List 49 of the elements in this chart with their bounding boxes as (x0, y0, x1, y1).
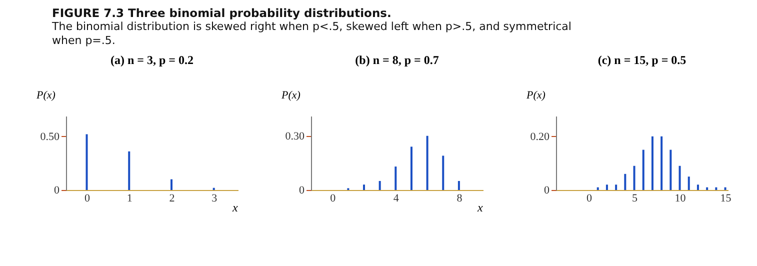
x-tick-label: 3 (212, 192, 218, 204)
bar (442, 156, 444, 190)
x-tick-label: 8 (456, 192, 463, 204)
bar (651, 136, 654, 190)
bar (410, 146, 412, 190)
y-tick-label: 0.20 (530, 130, 550, 143)
y-axis-title: P(x) (280, 90, 301, 102)
x-axis-title: x (232, 200, 238, 214)
bar (128, 151, 130, 190)
bar (678, 166, 681, 190)
text: (b) n = 8, p = 0.7 (355, 53, 439, 67)
bar (633, 166, 636, 190)
text: The binomial distribution is skewed right when p<.5, skewed left when p>.5, and symmetrical when p=.5. (52, 20, 572, 48)
bar (724, 187, 726, 190)
bar (363, 184, 366, 190)
bar (615, 184, 618, 190)
x-tick-label: 0 (330, 192, 336, 204)
bar (606, 184, 608, 190)
bar (706, 187, 708, 190)
text: (a) n = 3, p = 0.2 (110, 53, 194, 67)
x-tick-label: 0 (84, 192, 91, 204)
bar (660, 136, 663, 190)
bar (642, 150, 644, 190)
text: (c) n = 15, p = 0.5 (598, 53, 686, 67)
bar (394, 166, 397, 190)
y-tick-label: 0.50 (40, 130, 60, 143)
x-tick-label: 10 (674, 192, 686, 204)
bar (670, 150, 672, 190)
x-tick-label: 1 (126, 192, 132, 204)
bar (596, 187, 599, 190)
x-tick-label: 5 (632, 192, 638, 204)
bar (426, 136, 428, 190)
x-tick-label: 0 (586, 192, 593, 204)
x-tick-label: 15 (720, 192, 732, 204)
y-axis-title: P(x) (36, 90, 56, 102)
bar (170, 179, 172, 190)
x-tick-label: 2 (169, 192, 175, 204)
chart-title: FIGURE 7.3 Three binomial probability distributions. (52, 6, 392, 20)
x-axis-title: x (476, 200, 484, 214)
bar (688, 176, 690, 190)
x-tick-label: 4 (393, 192, 400, 204)
bar (378, 180, 381, 190)
y-axis-title: P(x) (526, 90, 546, 102)
bar (86, 134, 88, 190)
bar (624, 174, 626, 190)
bar (715, 187, 718, 190)
bar (458, 180, 460, 190)
bar (696, 184, 699, 190)
y-tick-label: 0.30 (285, 130, 305, 142)
